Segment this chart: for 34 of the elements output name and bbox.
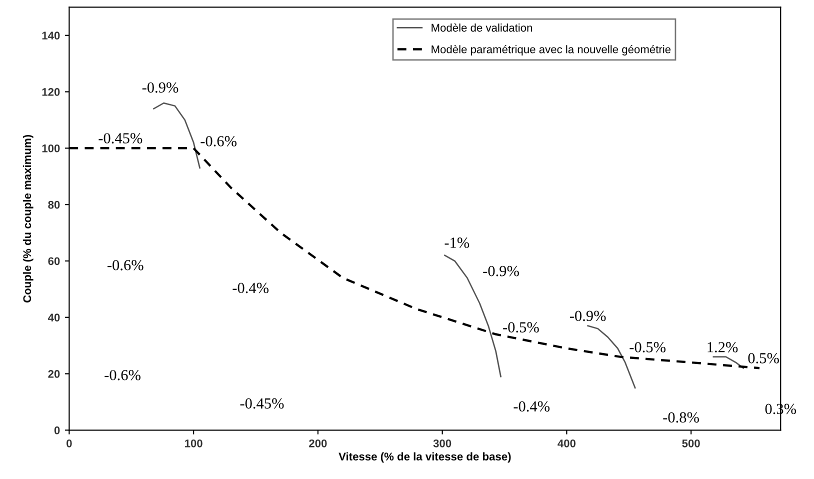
x-tick-label: 200 (309, 439, 327, 448)
x-axis-title: Vitesse (% de la vitesse de base) (338, 452, 511, 463)
annotation: -0.45% (98, 133, 142, 144)
annotation: -0.5% (630, 342, 666, 352)
x-tick-label: 400 (558, 439, 576, 448)
y-axis-title: Couple (% du couple maximum) (22, 134, 34, 302)
annotation: -0.45% (240, 398, 284, 409)
y-tick-label: 120 (42, 88, 60, 96)
x-tick-label: 500 (682, 439, 700, 448)
annotation: -0.9% (483, 266, 519, 276)
annotation: -0.4% (232, 282, 269, 294)
x-tick-label: 100 (185, 439, 202, 448)
annotation: 1.2% (708, 342, 738, 352)
annotation: -0.5% (503, 322, 539, 333)
x-tick-label: 0 (66, 439, 72, 448)
annotation: -0.6% (200, 136, 237, 146)
y-tick-label: 0 (54, 426, 60, 434)
y-tick-label: 80 (48, 200, 60, 209)
annotation: -1% (444, 238, 470, 248)
y-tick-label: 140 (42, 32, 60, 40)
annotation: 0.5% (748, 353, 779, 364)
annotation: -0.9% (570, 310, 606, 322)
y-tick-label: 100 (42, 144, 60, 152)
annotation: -0.6% (104, 370, 140, 380)
legend-label: Modèle paramétrique avec la nouvelle géométrie (432, 45, 671, 56)
x-tick-label: 300 (433, 439, 452, 448)
y-tick-label: 20 (48, 370, 60, 378)
annotation: -0.8% (663, 412, 699, 423)
annotation: -0.6% (108, 260, 144, 270)
annotation: -0.9% (142, 82, 178, 93)
y-tick-label: 40 (48, 314, 60, 322)
legend-label: Modèle de validation (432, 23, 532, 32)
y-tick-label: 60 (48, 257, 60, 266)
annotation: -0.4% (514, 401, 550, 412)
